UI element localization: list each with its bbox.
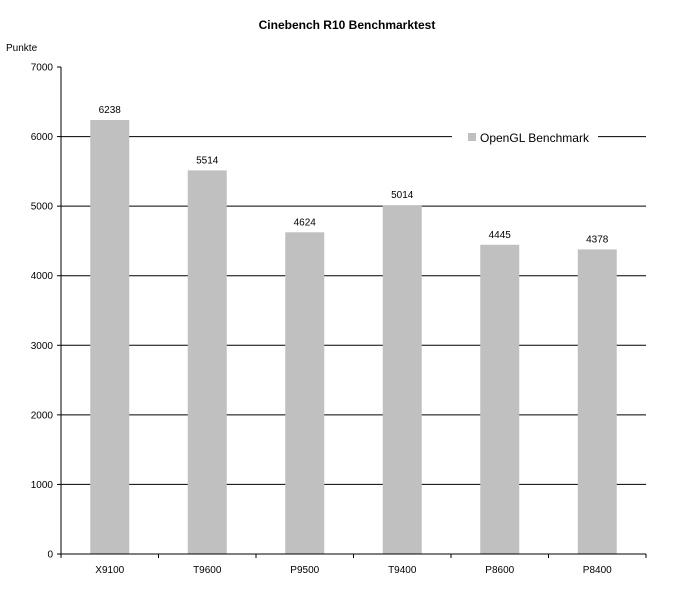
legend-swatch: [468, 133, 476, 141]
data-label-p9500: 4624: [294, 217, 317, 228]
gridlines: [61, 136, 646, 485]
bar-p8400: [577, 249, 617, 554]
data-label-t9600: 5514: [196, 155, 219, 166]
y-tick-label: 3000: [31, 341, 54, 352]
chart-title: Cinebench R10 Benchmarktest: [259, 18, 436, 32]
y-tick-label: 5000: [31, 202, 54, 213]
data-label-p8400: 4378: [586, 234, 609, 245]
x-tick-label-t9600: T9600: [193, 565, 222, 576]
labels: 0 1000 2000 3000 4000 5000 6000 7000 6238 X9100 55…: [31, 63, 612, 577]
x-tick-label-p8600: P8600: [485, 565, 514, 576]
x-tick-label-t9400: T9400: [388, 565, 417, 576]
y-tick-label: 4000: [31, 271, 54, 282]
legend: OpenGL Benchmark: [452, 127, 598, 147]
data-label-x9100: 6238: [99, 105, 122, 116]
data-label-p8600: 4445: [489, 230, 512, 241]
bar-x9100: [90, 120, 130, 554]
legend-background: [452, 127, 598, 147]
y-tick-label: 0: [47, 550, 53, 561]
legend-label: OpenGL Benchmark: [480, 131, 590, 145]
bar-p9500: [285, 232, 325, 555]
x-tick-label-x9100: X9100: [95, 565, 124, 576]
y-axis-label: Punkte: [6, 43, 38, 54]
bars: [90, 120, 617, 555]
axes: [57, 66, 647, 558]
x-tick-label-p8400: P8400: [583, 565, 612, 576]
y-tick-label: 1000: [31, 480, 54, 491]
bar-p8600: [480, 244, 520, 554]
y-tick-label: 7000: [31, 63, 54, 74]
bar-t9600: [187, 170, 227, 554]
y-tick-label: 2000: [31, 410, 54, 421]
y-tick-label: 6000: [31, 132, 54, 143]
x-tick-label-p9500: P9500: [290, 565, 319, 576]
bar-t9400: [382, 205, 422, 554]
data-label-t9400: 5014: [391, 190, 414, 201]
